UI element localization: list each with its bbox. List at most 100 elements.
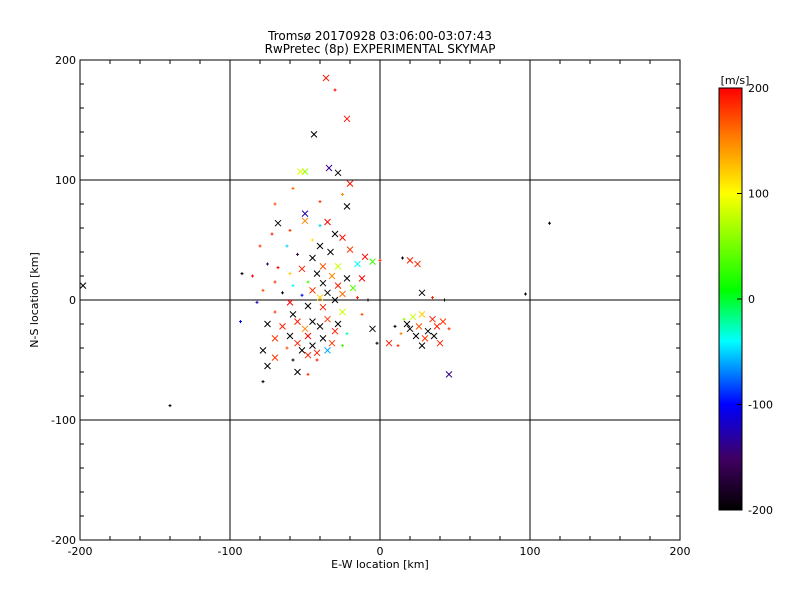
data-point (264, 320, 271, 328)
data-point (369, 258, 376, 265)
x-tick-label: 100 (520, 545, 541, 558)
data-point (291, 358, 295, 362)
data-point (393, 324, 397, 328)
data-point (375, 341, 379, 345)
data-point (418, 289, 426, 297)
data-point (304, 332, 312, 340)
data-point (298, 347, 306, 354)
chart-subtitle: RwPretec (8p) EXPERIMENTAL SKYMAP (265, 42, 496, 56)
colorbar-label: [m/s] (721, 74, 750, 87)
data-point (429, 315, 436, 323)
data-points (79, 74, 551, 408)
data-point (316, 242, 324, 250)
data-point (255, 300, 259, 304)
data-point (294, 339, 301, 347)
axes: -200 -100 0 100 200 -200 -100 0 100 200 (51, 54, 690, 558)
data-point (325, 164, 333, 172)
data-point (378, 258, 382, 262)
data-point (524, 292, 527, 296)
data-point (318, 200, 322, 204)
data-point (331, 296, 339, 304)
data-point (343, 115, 351, 123)
data-point (403, 320, 411, 328)
y-tick-label: -200 (51, 534, 76, 547)
data-point (418, 342, 426, 349)
data-point (324, 289, 331, 297)
data-point (79, 282, 87, 289)
y-axis-label: N-S location [km] (28, 252, 41, 348)
data-point (274, 219, 282, 227)
data-point (414, 260, 421, 268)
data-point (309, 287, 316, 294)
data-point (412, 332, 420, 340)
data-point (286, 299, 294, 306)
data-point (240, 272, 244, 276)
x-tick-label: 200 (670, 545, 691, 558)
data-point (328, 272, 336, 280)
data-point (259, 347, 267, 354)
colorbar-tick-label: -200 (748, 504, 773, 517)
data-point (409, 313, 417, 321)
data-point (334, 320, 342, 328)
data-point (286, 332, 294, 340)
data-point (361, 253, 369, 261)
data-point (327, 248, 334, 256)
data-point (324, 347, 331, 354)
data-point (271, 354, 279, 361)
chart-title: Tromsø 20170928 03:06:00-03:07:43 (267, 29, 492, 43)
y-tick-label: 100 (55, 174, 76, 187)
data-point (415, 323, 423, 330)
data-point (285, 346, 289, 350)
data-point (276, 266, 280, 270)
data-point (279, 323, 286, 330)
colorbar-tick-label: -100 (748, 399, 773, 412)
data-point (297, 168, 304, 175)
data-point (270, 232, 274, 236)
data-point (281, 291, 284, 295)
y-tick-label: 0 (69, 294, 76, 307)
data-point (334, 169, 342, 177)
data-point (418, 311, 426, 318)
y-tick-label: 200 (55, 54, 76, 67)
y-tick-label: -100 (51, 414, 76, 427)
plot-area (80, 60, 680, 540)
colorbar-tick-label: 200 (748, 82, 769, 95)
data-point (322, 74, 330, 82)
data-point (369, 325, 376, 333)
data-point (324, 218, 331, 226)
data-point (296, 252, 299, 256)
data-point (289, 311, 297, 318)
data-point (339, 234, 346, 241)
data-point (334, 263, 342, 270)
data-point (311, 238, 314, 242)
data-point (239, 320, 242, 324)
data-point (319, 279, 327, 287)
data-point (334, 282, 342, 289)
data-point (402, 317, 406, 321)
data-point (430, 332, 438, 340)
data-point (306, 372, 310, 376)
data-point (341, 344, 344, 348)
data-point (285, 244, 289, 248)
data-point (294, 368, 301, 376)
data-point (431, 296, 434, 300)
data-point (261, 380, 265, 384)
data-point (366, 298, 370, 302)
x-tick-label: -100 (218, 545, 243, 558)
data-point (447, 327, 451, 331)
data-point (291, 284, 295, 288)
data-point (331, 327, 339, 335)
data-point (309, 318, 316, 325)
data-point (443, 298, 446, 302)
x-axis-label: E-W location [km] (331, 558, 429, 571)
data-point (261, 288, 265, 292)
x-tick-label: -200 (68, 545, 93, 558)
data-point (315, 358, 319, 362)
data-point (331, 230, 339, 238)
data-point (439, 318, 447, 325)
data-point (271, 335, 279, 342)
data-point (396, 344, 400, 348)
data-point (168, 404, 172, 408)
x-tick-label: 0 (377, 545, 384, 558)
data-point (421, 335, 429, 342)
